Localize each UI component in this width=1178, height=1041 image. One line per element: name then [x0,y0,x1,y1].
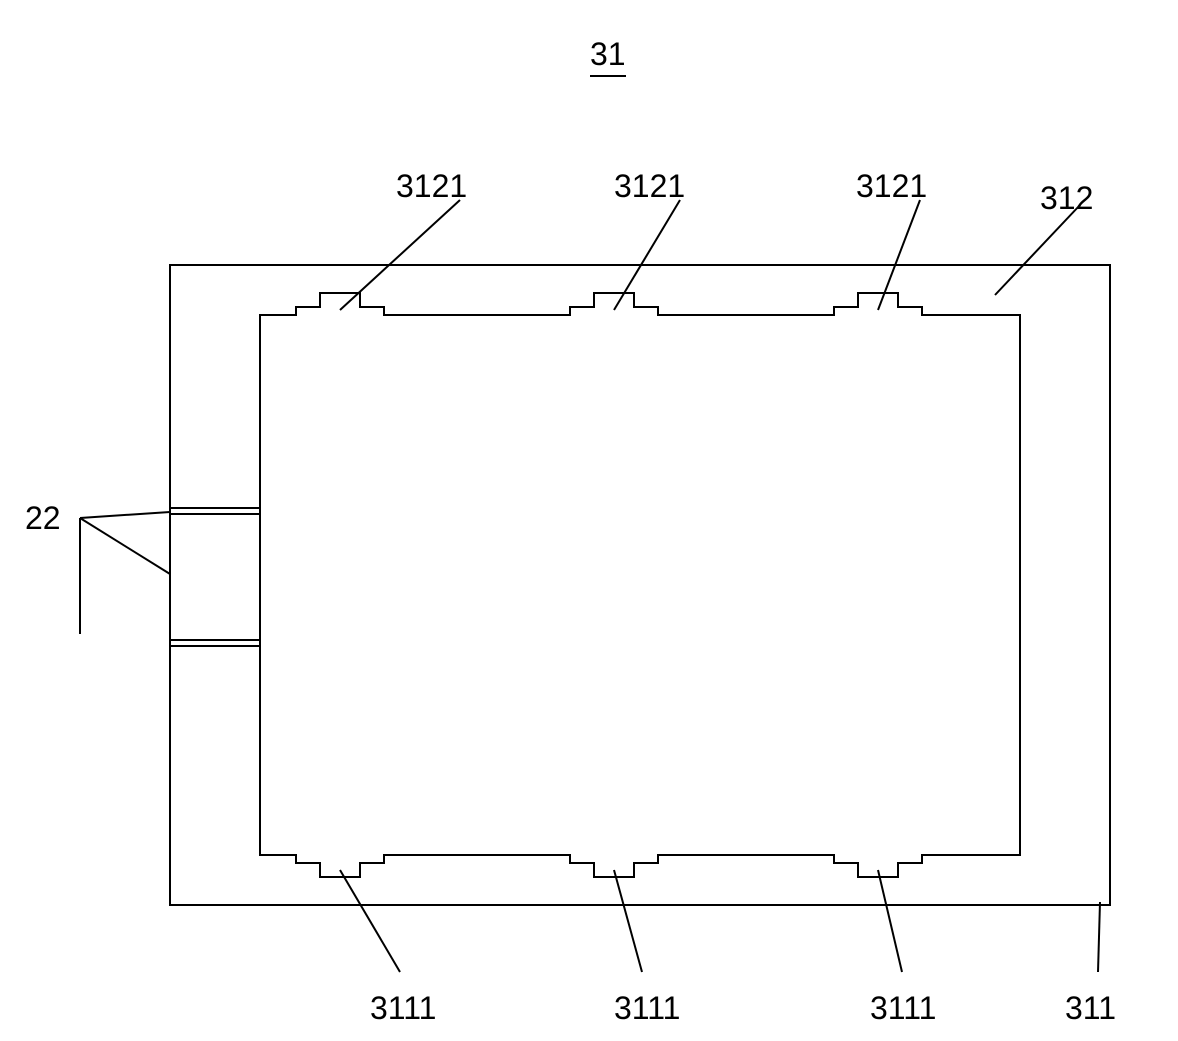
label-22: 22 [25,500,61,537]
label-311: 311 [1065,990,1116,1027]
main-label: 31 [590,36,626,77]
label-3121-a: 3121 [396,168,467,205]
label-312: 312 [1040,180,1093,217]
label-3111-b: 3111 [614,990,680,1027]
diagram-svg [0,0,1178,1041]
diagram-container: 31 3121 3121 3121 312 22 3111 3111 3111 … [0,0,1178,1041]
label-3121-c: 3121 [856,168,927,205]
label-3111-a: 3111 [370,990,436,1027]
label-3121-b: 3121 [614,168,685,205]
label-3111-c: 3111 [870,990,936,1027]
